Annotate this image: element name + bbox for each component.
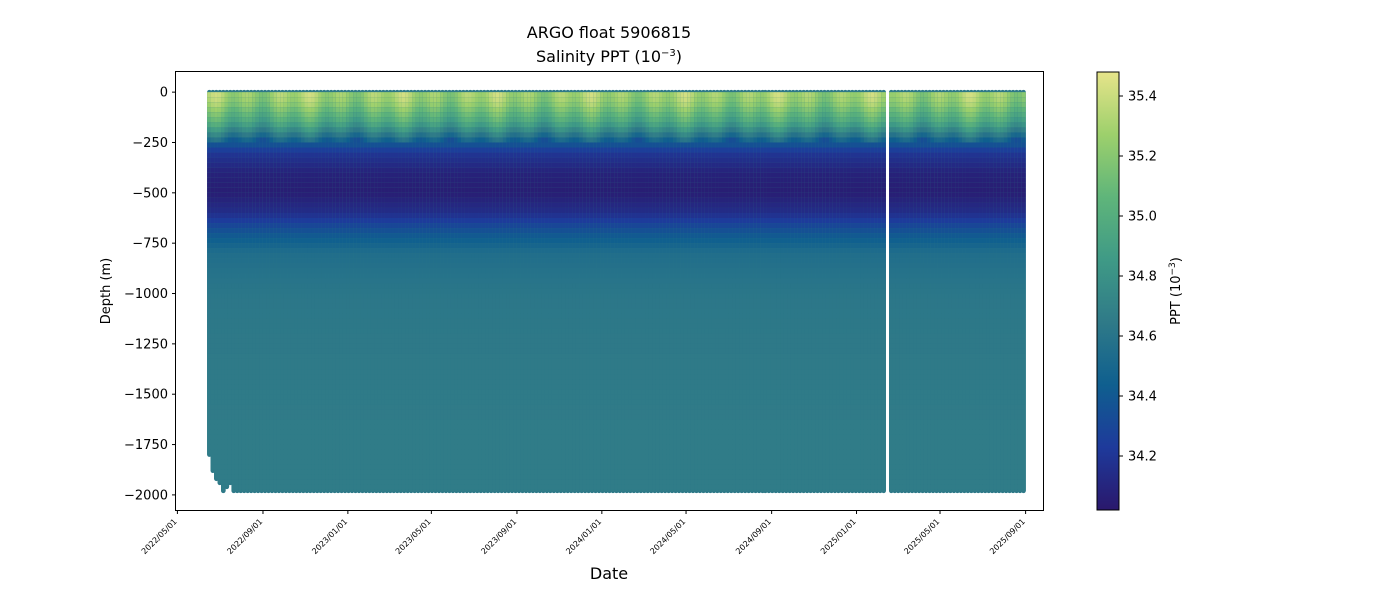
chart-subtitle: Salinity PPT (10−3) [536,47,682,66]
profile-points [207,89,1026,494]
chart-title: ARGO float 5906815 [527,23,691,42]
